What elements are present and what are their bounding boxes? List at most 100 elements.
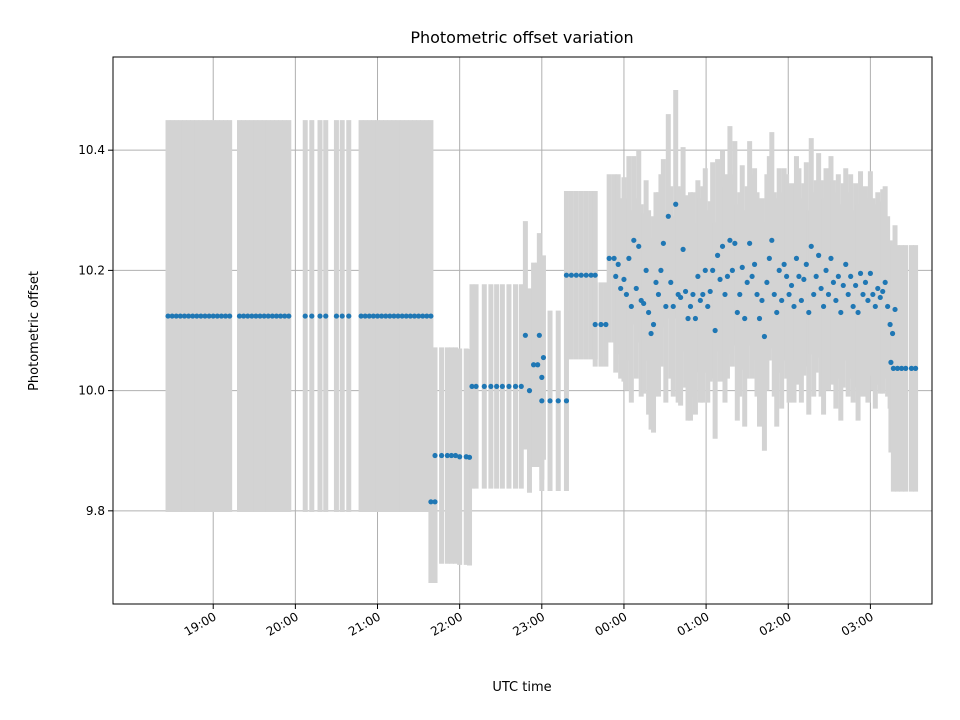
data-point: [670, 303, 676, 310]
data-point: [181, 313, 188, 319]
data-point: [494, 383, 500, 390]
data-point: [628, 303, 634, 310]
data-point: [214, 313, 220, 319]
data-point: [481, 383, 487, 390]
data-point: [273, 313, 280, 319]
x-tick-label: 00:00: [592, 609, 629, 638]
data-point: [779, 297, 785, 304]
data-point: [648, 330, 654, 337]
data-point: [865, 297, 871, 304]
data-point: [633, 285, 639, 292]
data-point: [714, 252, 721, 258]
data-point: [411, 313, 418, 319]
data-point: [798, 297, 804, 304]
data-point: [606, 255, 612, 261]
data-point: [641, 300, 647, 307]
data-point: [892, 306, 898, 313]
data-point: [653, 279, 659, 286]
data-point: [776, 267, 782, 273]
data-point: [793, 255, 800, 261]
data-point: [621, 276, 627, 283]
chart-title: Photometric offset variation: [410, 28, 633, 47]
data-point: [265, 313, 271, 319]
data-point: [611, 255, 617, 261]
data-point: [403, 313, 409, 319]
data-point: [655, 291, 662, 298]
data-point: [690, 291, 696, 298]
data-point: [222, 313, 229, 319]
data-point: [816, 252, 822, 258]
data-point: [518, 383, 524, 390]
data-point: [457, 454, 463, 460]
data-point: [466, 454, 473, 460]
data-point: [727, 237, 733, 243]
data-point: [302, 313, 308, 319]
data-point: [885, 303, 891, 310]
data-point: [722, 291, 728, 298]
data-point: [668, 279, 674, 286]
data-point: [811, 291, 817, 298]
data-point: [850, 303, 856, 310]
data-point: [880, 288, 886, 295]
data-point: [592, 272, 598, 278]
data-point: [563, 398, 570, 404]
data-point: [862, 279, 869, 286]
data-point: [860, 291, 866, 298]
data-point: [857, 270, 864, 276]
data-point: [845, 291, 851, 298]
data-point: [870, 291, 876, 298]
data-point: [424, 313, 430, 319]
data-point: [835, 273, 841, 280]
data-point: [747, 240, 753, 246]
data-point: [346, 313, 352, 319]
data-point: [875, 285, 881, 292]
data-point: [890, 365, 896, 371]
data-point: [277, 313, 284, 319]
data-point: [236, 313, 243, 319]
y-tick-label: 9.8: [86, 504, 105, 518]
data-point: [526, 388, 533, 394]
data-point: [813, 273, 819, 280]
data-point: [432, 499, 438, 505]
data-point: [855, 309, 861, 316]
data-point: [756, 315, 763, 322]
data-point: [169, 313, 175, 319]
data-point: [249, 313, 255, 319]
data-point: [333, 313, 340, 319]
data-point: [682, 288, 689, 295]
data-point: [791, 303, 797, 310]
data-point: [452, 452, 459, 459]
data-point: [888, 359, 894, 365]
data-point: [734, 309, 740, 316]
data-point: [438, 452, 445, 459]
data-point: [323, 313, 329, 319]
data-point: [539, 398, 545, 404]
data-point: [751, 261, 758, 267]
data-point: [269, 313, 275, 319]
data-point: [877, 294, 883, 301]
data-point: [194, 313, 200, 319]
data-point: [660, 240, 666, 246]
data-point: [808, 243, 814, 249]
data-point: [387, 313, 393, 319]
data-point: [774, 309, 780, 316]
data-point: [695, 273, 701, 280]
data-point: [712, 327, 718, 334]
data-point: [685, 315, 691, 322]
data-point: [530, 362, 537, 368]
data-point: [165, 313, 171, 319]
data-point: [828, 255, 834, 261]
data-point: [643, 267, 649, 273]
data-point: [253, 313, 259, 319]
data-point: [362, 313, 368, 319]
data-point: [626, 255, 632, 261]
data-point: [759, 297, 765, 304]
data-point: [766, 255, 772, 261]
data-point: [788, 282, 795, 289]
data-point: [724, 273, 731, 280]
data-point: [358, 313, 364, 319]
data-point: [710, 267, 716, 273]
data-point: [631, 237, 637, 243]
x-tick-label: 19:00: [182, 609, 219, 638]
data-point: [786, 291, 792, 298]
